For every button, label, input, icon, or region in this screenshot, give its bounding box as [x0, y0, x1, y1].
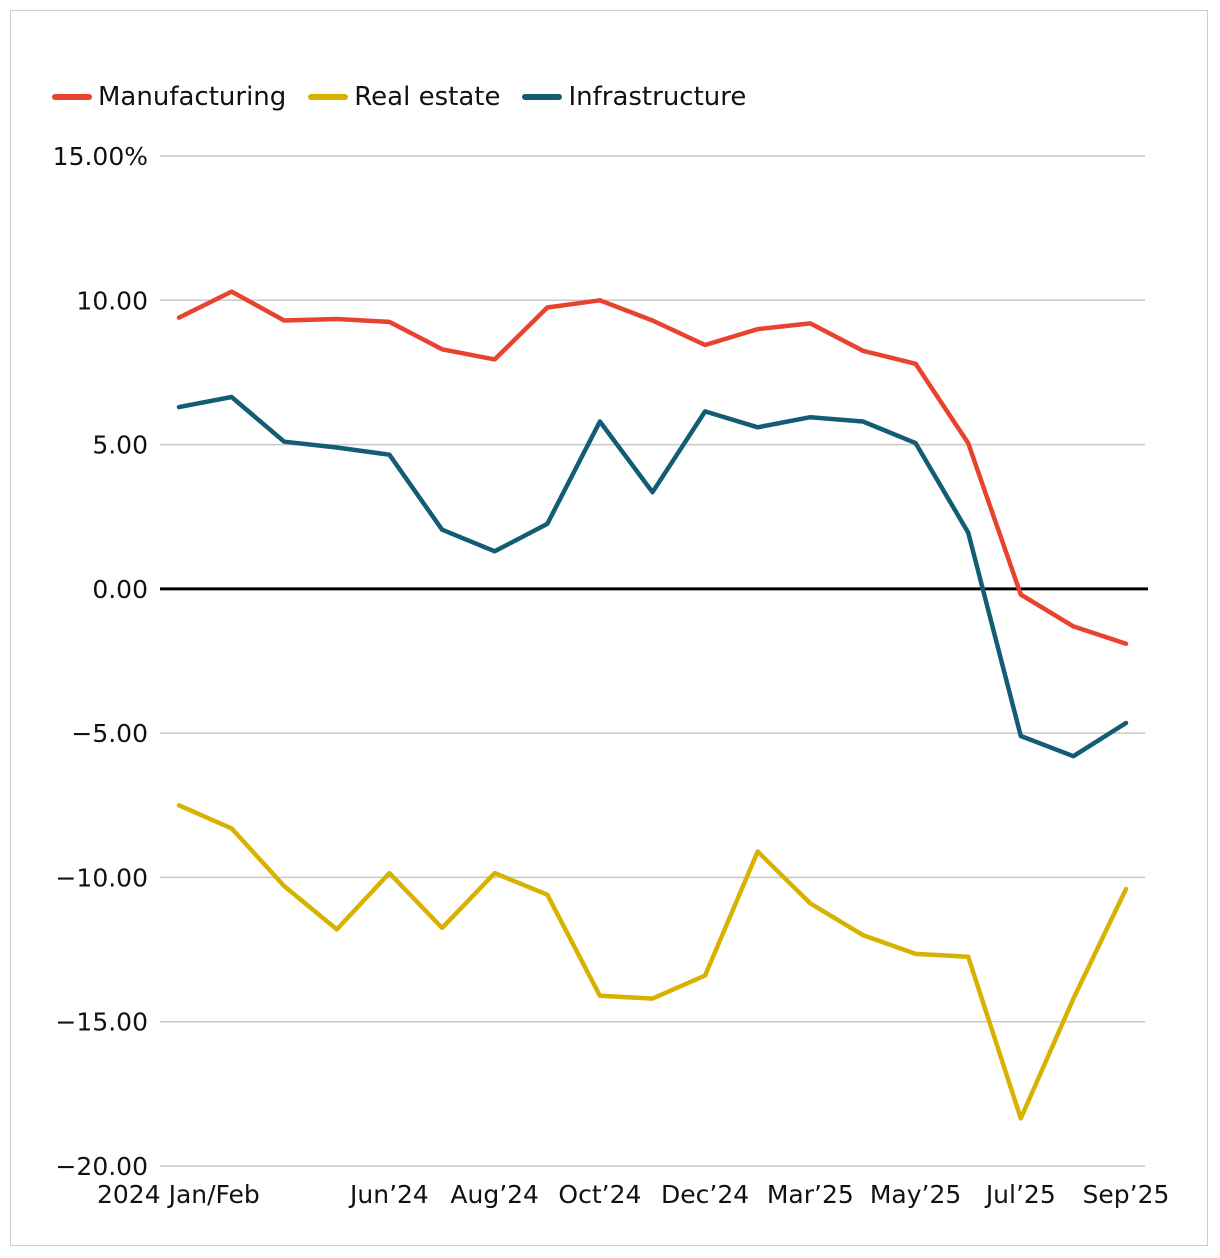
- legend-swatch-real-estate: [308, 94, 349, 100]
- legend-item-manufacturing: Manufacturing: [52, 82, 286, 112]
- x-tick-label: Oct’24: [558, 1180, 641, 1209]
- legend-label-infrastructure: Infrastructure: [568, 82, 747, 112]
- chart-frame: [10, 10, 1208, 1246]
- y-tick-label: 10.00: [76, 286, 148, 315]
- legend-item-infrastructure: Infrastructure: [522, 82, 746, 112]
- x-tick-label: Jun’24: [348, 1180, 429, 1209]
- x-tick-label: Sep’25: [1083, 1180, 1170, 1209]
- series-line-manufacturing: [176, 289, 1129, 646]
- y-tick-label: 15.00%: [53, 142, 148, 171]
- x-axis-tick-labels: 2024 Jan/Feb Jun’24 Aug’24 Oct’24 Dec’24 Mar’…: [97, 1180, 1169, 1209]
- x-tick-label: Dec’24: [661, 1180, 749, 1209]
- legend-label-real-estate: Real estate: [354, 82, 501, 112]
- series-line-real-estate: [176, 803, 1129, 1121]
- y-tick-label: −20.00: [55, 1152, 148, 1181]
- y-tick-label: 5.00: [92, 431, 148, 460]
- y-tick-label: −15.00: [55, 1008, 148, 1037]
- y-tick-label: −5.00: [71, 719, 148, 748]
- legend-item-real-estate: Real estate: [308, 82, 500, 112]
- series-line-infrastructure: [176, 394, 1129, 759]
- x-tick-label: Aug’24: [450, 1180, 539, 1209]
- y-axis-tick-labels: 15.00% 10.00 5.00 0.00 −5.00 −10.00 −15.00 −20.…: [53, 142, 148, 1181]
- x-tick-label: 2024 Jan/Feb: [97, 1180, 260, 1209]
- grid-lines: [160, 155, 1145, 1167]
- y-tick-label: −10.00: [55, 863, 148, 892]
- x-tick-label: Mar’25: [767, 1180, 854, 1209]
- y-tick-label: 0.00: [92, 575, 148, 604]
- series-lines: [176, 289, 1129, 1121]
- legend-label-manufacturing: Manufacturing: [98, 82, 287, 112]
- legend: Manufacturing Real estate Infrastructure: [52, 82, 768, 112]
- legend-swatch-infrastructure: [522, 94, 563, 100]
- x-tick-label: Jul’25: [984, 1180, 1056, 1209]
- x-tick-label: May’25: [870, 1180, 961, 1209]
- legend-swatch-manufacturing: [52, 94, 92, 100]
